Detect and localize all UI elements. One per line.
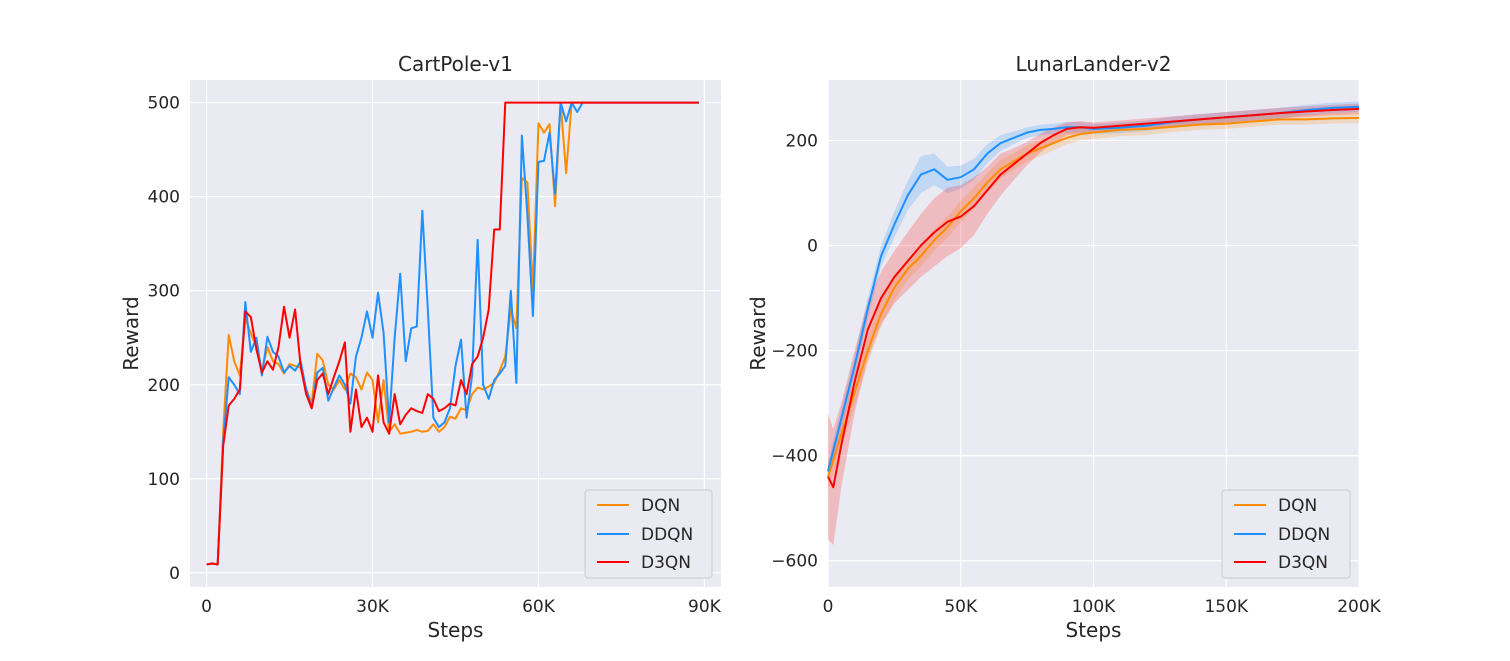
legend-label-dqn: DQN [641,496,680,516]
x-tick-label: 30K [356,597,390,617]
y-tick-labels-cartpole: 0 100 200 300 400 500 [148,94,180,584]
legend-label-d3qn: D3QN [1278,553,1328,573]
series-line-d3qn [827,107,1360,489]
y-tick-label: −400 [771,447,818,467]
x-tick-label: 90K [688,597,722,617]
x-tick-label: 50K [944,597,978,617]
chart-title-cartpole: CartPole-v1 [398,52,513,76]
y-tick-label: 300 [148,282,180,302]
y-tick-label: 0 [169,564,180,584]
legend-cartpole: DQN DDQN D3QN [584,489,713,579]
series-line-d3qn [206,101,699,566]
y-tick-label: 400 [148,188,180,208]
y-axis-label-lunarlander: Reward [746,296,770,370]
chart-title-lunarlander: LunarLander-v2 [1016,52,1172,76]
x-tick-labels-cartpole: 0 30K 60K 90K [201,597,721,617]
x-tick-labels-lunarlander: 0 50K 100K 150K 200K [823,597,1382,617]
x-axis-label-lunarlander: Steps [1066,618,1122,642]
y-tick-labels-lunarlander: −600 −400 −200 0 200 [771,131,818,571]
chart-lunarlander: 0 50K 100K 150K 200K −600 −400 −200 0 200 LunarL… [746,52,1382,642]
x-tick-label: 60K [522,597,556,617]
y-tick-label: 100 [148,470,180,490]
bands-lunarlander [828,101,1359,545]
lines-cartpole [206,101,699,566]
x-tick-label: 100K [1072,597,1116,617]
y-axis-label-cartpole: Reward [119,296,143,370]
y-tick-label: 500 [148,94,180,114]
x-axis-label-cartpole: Steps [428,618,484,642]
y-tick-label: −200 [771,342,818,362]
series-line-ddqn [206,101,699,566]
lines-lunarlander [827,105,1360,489]
legend-lunarlander: DQN DDQN D3QN [1221,489,1351,579]
x-tick-label: 150K [1204,597,1248,617]
y-tick-label: −600 [771,552,818,572]
legend-box-cartpole [584,489,713,579]
series-line-dqn [206,101,699,566]
x-tick-label: 200K [1337,597,1381,617]
y-tick-label: 200 [786,131,818,151]
x-tick-label: 0 [823,597,834,617]
y-tick-label: 200 [148,376,180,396]
legend-label-d3qn: D3QN [641,553,691,573]
legend-label-ddqn: DDQN [641,525,693,545]
x-tick-label: 0 [201,597,212,617]
legend-label-dqn: DQN [1278,496,1317,516]
band-d3qn [828,103,1359,545]
band-dqn [828,112,1359,490]
y-tick-label: 0 [807,236,818,256]
legend-label-ddqn: DDQN [1278,525,1330,545]
legend-box-lunarlander [1221,489,1351,579]
